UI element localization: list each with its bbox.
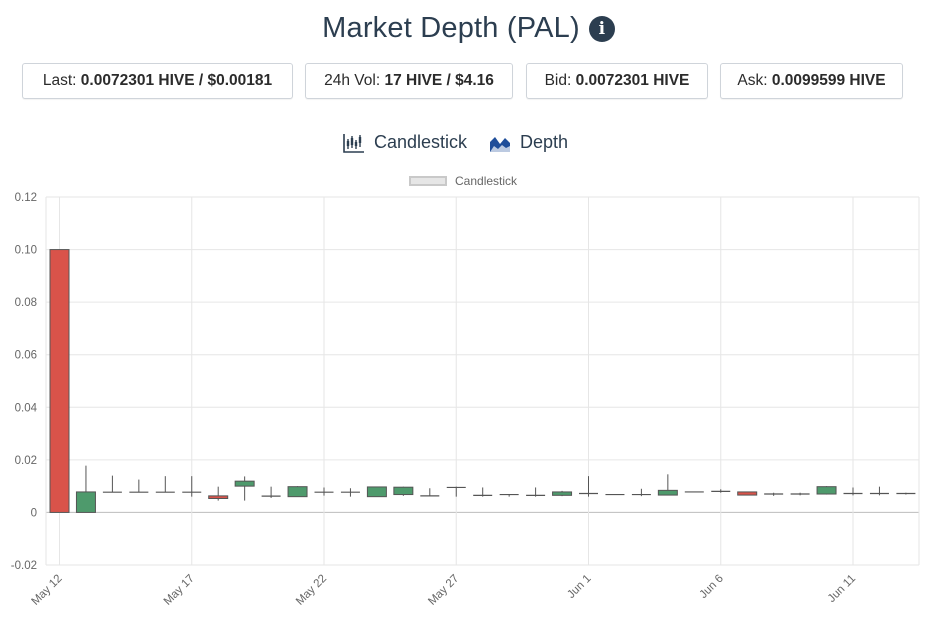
page-title: Market Depth (PAL) <box>322 11 580 44</box>
y-tick-label: 0.02 <box>15 455 37 467</box>
chart-legend[interactable]: Candlestick <box>0 174 937 190</box>
candle-body <box>366 486 387 498</box>
candle-body <box>234 480 255 487</box>
last-price-label: Last: <box>42 72 77 89</box>
candle-body <box>657 489 678 496</box>
candle-body <box>393 486 414 496</box>
x-tick-label: May 12 <box>29 573 64 608</box>
bid-value: 0.0072301 HIVE <box>575 72 690 89</box>
ask-value: 0.0099599 HIVE <box>771 72 886 89</box>
y-tick-label: 0.06 <box>15 350 37 362</box>
page-header: Market Depth (PAL) i <box>0 8 937 48</box>
candle-body <box>49 249 70 513</box>
bid-box: Bid: 0.0072301 HIVE <box>526 63 708 99</box>
volume-label: 24h Vol: <box>324 72 381 89</box>
candle-body <box>552 491 573 496</box>
tab-depth-label: Depth <box>520 132 569 152</box>
tab-depth[interactable]: Depth <box>489 132 568 153</box>
volume-value: 17 HIVE / $4.16 <box>384 72 494 89</box>
legend-swatch <box>409 176 447 186</box>
y-tick-label: -0.02 <box>11 560 37 572</box>
depth-chart-icon <box>490 136 510 152</box>
chart-type-tabs: Candlestick Depth <box>0 132 937 160</box>
y-tick-label: 0.04 <box>15 402 38 414</box>
market-stats: Last: 0.0072301 HIVE / $0.00181 24h Vol:… <box>0 63 937 99</box>
y-tick-label: 0.12 <box>15 192 37 204</box>
x-tick-label: May 17 <box>162 573 197 608</box>
legend-label: Candlestick <box>455 174 518 188</box>
candle-body <box>737 491 758 496</box>
tab-candlestick-label: Candlestick <box>374 132 468 152</box>
volume-box: 24h Vol: 17 HIVE / $4.16 <box>305 63 513 99</box>
y-tick-label: 0.10 <box>15 245 37 257</box>
x-tick-label: Jun 6 <box>697 573 725 601</box>
candle-body <box>287 486 308 498</box>
candle-body <box>75 491 96 513</box>
candlestick-chart-icon <box>343 133 364 153</box>
candle-body <box>208 495 229 499</box>
y-tick-label: 0 <box>31 507 37 519</box>
ask-label: Ask: <box>737 72 768 89</box>
y-tick-label: 0.08 <box>15 297 37 309</box>
x-tick-label: Jun 1 <box>565 573 593 601</box>
x-tick-label: May 27 <box>426 573 461 608</box>
ask-box: Ask: 0.0099599 HIVE <box>720 63 903 99</box>
bid-label: Bid: <box>544 72 572 89</box>
last-price-value: 0.0072301 HIVE / $0.00181 <box>80 72 273 89</box>
x-tick-label: Jun 11 <box>826 573 858 605</box>
info-icon[interactable]: i <box>588 16 615 42</box>
tab-candlestick[interactable]: Candlestick <box>343 132 467 153</box>
x-tick-label: May 22 <box>294 573 329 608</box>
last-price-box: Last: 0.0072301 HIVE / $0.00181 <box>22 63 293 99</box>
candle-body <box>816 486 837 495</box>
